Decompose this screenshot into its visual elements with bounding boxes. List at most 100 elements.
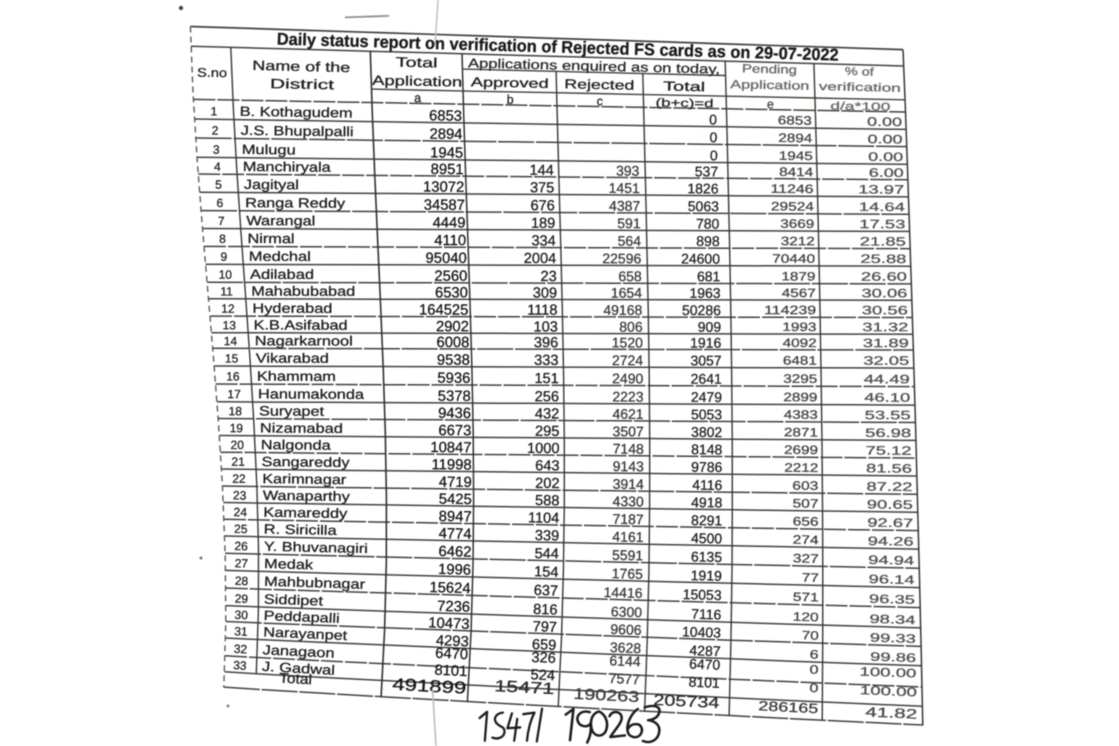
svg-text:26.60: 26.60 <box>861 270 907 284</box>
svg-text:8951: 8951 <box>431 162 464 178</box>
svg-text:286165: 286165 <box>758 698 819 716</box>
svg-text:327: 327 <box>793 551 820 566</box>
svg-text:22: 22 <box>232 472 246 486</box>
svg-text:2479: 2479 <box>691 389 722 405</box>
svg-text:7116: 7116 <box>691 606 722 623</box>
svg-text:8101: 8101 <box>688 674 720 691</box>
svg-text:29: 29 <box>235 591 249 605</box>
svg-text:103: 103 <box>534 319 558 335</box>
svg-text:3914: 3914 <box>613 476 645 492</box>
svg-text:205734: 205734 <box>653 692 720 712</box>
svg-text:26: 26 <box>234 539 248 553</box>
svg-text:Total: Total <box>279 669 313 687</box>
svg-text:393: 393 <box>616 163 640 179</box>
svg-text:34587: 34587 <box>424 198 465 214</box>
svg-text:6144: 6144 <box>609 652 641 669</box>
svg-text:0: 0 <box>709 129 717 145</box>
svg-text:1945: 1945 <box>779 149 813 163</box>
svg-text:17.53: 17.53 <box>859 217 905 231</box>
svg-text:96.35: 96.35 <box>869 592 916 607</box>
svg-text:8291: 8291 <box>691 512 723 528</box>
svg-text:Nizamabad: Nizamabad <box>260 420 343 436</box>
svg-text:5425: 5425 <box>439 492 472 508</box>
svg-text:7236: 7236 <box>437 599 470 616</box>
svg-text:6: 6 <box>809 647 819 661</box>
svg-text:99.86: 99.86 <box>870 650 917 666</box>
svg-text:4287: 4287 <box>689 642 721 659</box>
svg-text:5063: 5063 <box>688 198 719 214</box>
svg-text:99.33: 99.33 <box>870 631 917 646</box>
svg-text:J. Gadwal: J. Gadwal <box>262 659 336 678</box>
svg-text:95040: 95040 <box>426 251 467 267</box>
svg-text:24600: 24600 <box>681 250 720 266</box>
svg-text:Nirmal: Nirmal <box>247 231 294 246</box>
svg-text:2894: 2894 <box>429 127 462 143</box>
svg-text:15053: 15053 <box>682 586 722 603</box>
svg-text:3: 3 <box>213 143 220 157</box>
svg-text:53.55: 53.55 <box>865 408 911 422</box>
svg-text:Nalgonda: Nalgonda <box>261 437 332 453</box>
svg-text:3669: 3669 <box>780 217 814 231</box>
svg-text:Siddipet: Siddipet <box>264 592 324 609</box>
svg-text:9606: 9606 <box>610 621 642 638</box>
svg-text:7577: 7577 <box>608 670 640 687</box>
svg-text:1916: 1916 <box>690 335 721 351</box>
svg-text:44.49: 44.49 <box>864 372 910 386</box>
svg-text:0.00: 0.00 <box>867 115 903 130</box>
svg-text:98.34: 98.34 <box>869 612 916 627</box>
svg-text:2560: 2560 <box>434 269 467 285</box>
svg-text:806: 806 <box>619 319 643 335</box>
svg-text:56.98: 56.98 <box>865 426 911 440</box>
svg-text:Mahabubabad: Mahabubabad <box>251 284 355 299</box>
svg-text:1104: 1104 <box>528 510 560 527</box>
svg-text:50286: 50286 <box>682 302 721 318</box>
svg-text:8148: 8148 <box>691 441 722 457</box>
svg-text:20: 20 <box>230 438 244 452</box>
svg-text:13: 13 <box>223 318 237 332</box>
svg-text:Wanaparthy: Wanaparthy <box>263 488 351 504</box>
svg-text:0: 0 <box>709 111 717 127</box>
svg-text:Sangareddy: Sangareddy <box>261 454 350 470</box>
svg-text:4449: 4449 <box>433 215 466 231</box>
svg-text:4387: 4387 <box>609 198 640 214</box>
svg-text:8: 8 <box>219 232 226 246</box>
svg-text:Manchiryala: Manchiryala <box>243 159 332 175</box>
svg-text:2902: 2902 <box>436 319 469 335</box>
svg-text:1919: 1919 <box>691 567 723 584</box>
svg-text:591: 591 <box>617 215 641 231</box>
svg-text:4719: 4719 <box>439 475 472 491</box>
svg-text:23: 23 <box>233 488 247 502</box>
svg-text:2641: 2641 <box>691 371 722 387</box>
svg-text:0: 0 <box>809 681 819 695</box>
svg-text:8101: 8101 <box>434 663 468 681</box>
svg-text:3507: 3507 <box>613 423 644 439</box>
svg-text:1963: 1963 <box>689 285 720 301</box>
svg-text:6300: 6300 <box>611 603 643 620</box>
svg-text:(b+c)=d: (b+c)=d <box>655 97 713 110</box>
svg-text:4330: 4330 <box>613 493 645 509</box>
svg-text:0.00: 0.00 <box>868 150 903 164</box>
svg-text:5053: 5053 <box>691 406 722 422</box>
svg-text:28: 28 <box>235 574 249 588</box>
svg-text:Suryapet: Suryapet <box>259 403 324 418</box>
svg-text:Hanumakonda: Hanumakonda <box>258 386 365 402</box>
svg-text:656: 656 <box>793 514 819 528</box>
svg-text:1520: 1520 <box>612 334 643 350</box>
svg-text:8947: 8947 <box>439 509 472 526</box>
svg-text:30.56: 30.56 <box>862 303 908 317</box>
svg-text:41.82: 41.82 <box>865 704 918 721</box>
svg-text:1993: 1993 <box>782 320 816 334</box>
svg-text:780: 780 <box>696 216 720 232</box>
svg-text:10: 10 <box>219 268 233 282</box>
svg-text:Applications enquired as on t: Applications enquired as on today, <box>468 55 720 76</box>
svg-text:658: 658 <box>618 268 642 284</box>
svg-text:524: 524 <box>530 667 555 684</box>
svg-text:Application: Application <box>730 77 809 93</box>
svg-text:K.B.Asifabad: K.B.Asifabad <box>254 318 348 333</box>
svg-text:637: 637 <box>534 583 559 600</box>
svg-text:Adilabad: Adilabad <box>250 267 314 282</box>
svg-text:144: 144 <box>529 163 553 179</box>
svg-text:b: b <box>507 93 514 107</box>
svg-text:R. Siricilla: R. Siricilla <box>264 522 338 538</box>
svg-text:7187: 7187 <box>612 511 644 527</box>
